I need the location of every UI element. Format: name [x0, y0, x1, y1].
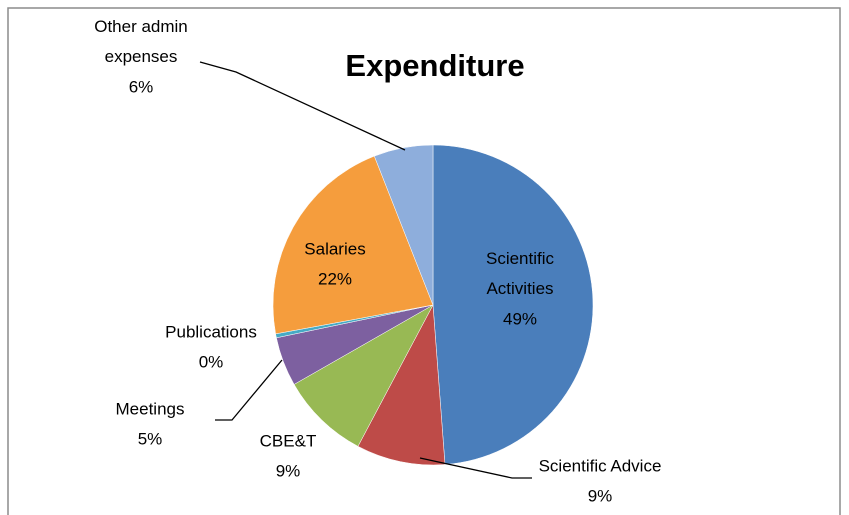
pie: [272, 144, 594, 466]
pie-slice: [293, 304, 434, 447]
category-label: Other admin expenses: [94, 17, 188, 66]
leader-line: [419, 457, 532, 479]
value-label: 0%: [199, 352, 224, 371]
value-label: 22%: [318, 269, 352, 288]
category-label: Salaries: [304, 239, 365, 258]
leader-line: [199, 61, 406, 151]
category-label: Scientific Advice: [539, 456, 662, 475]
pie-slice: [373, 144, 434, 306]
leader-line: [215, 359, 283, 421]
value-label: 9%: [588, 486, 613, 505]
data-labels: Scientific Activities 49% Scientific Advice…: [94, 17, 661, 505]
category-label: Meetings: [116, 399, 185, 418]
category-label: Scientific Activities: [486, 249, 555, 298]
value-label: 6%: [129, 77, 154, 96]
pie-slice: [357, 304, 446, 466]
category-label: Publications: [165, 322, 257, 341]
pie-slice: [432, 144, 594, 465]
category-label: CBE&T: [260, 431, 317, 450]
value-label: 9%: [276, 461, 301, 480]
value-label: 49%: [503, 309, 537, 328]
pie-slice: [272, 155, 434, 335]
chart-title: Expenditure: [345, 48, 524, 83]
value-label: 5%: [138, 429, 163, 448]
